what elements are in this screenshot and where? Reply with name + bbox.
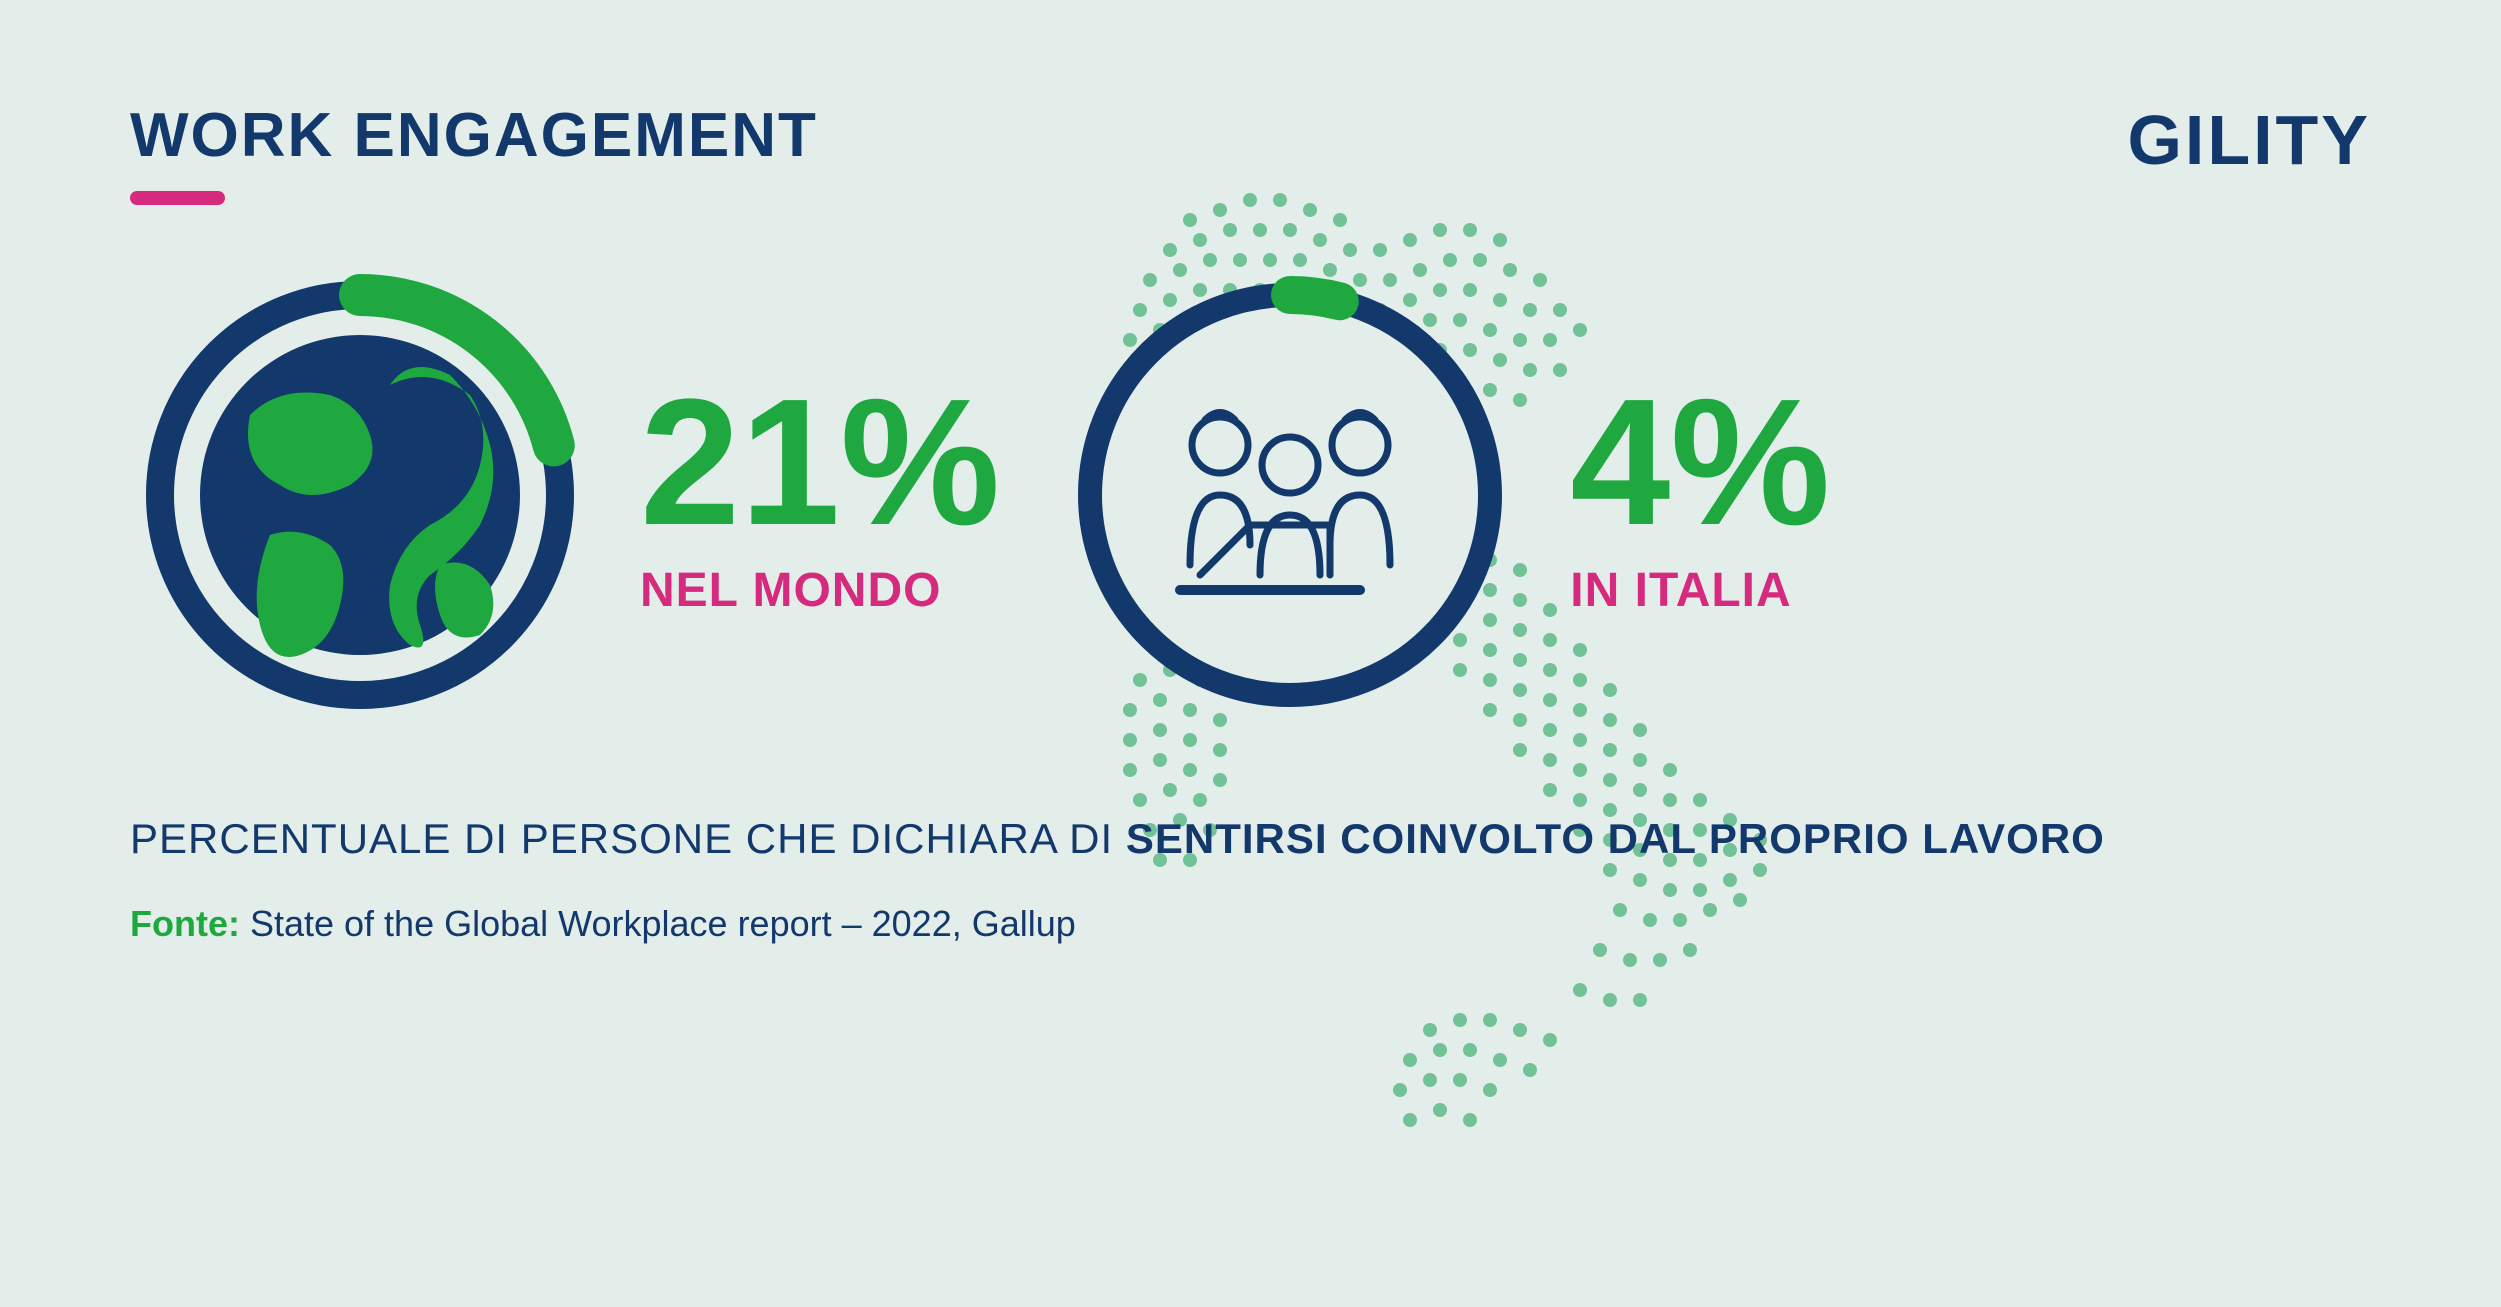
italy-percent-value: 4%	[1570, 373, 1830, 553]
italy-progress-ring	[1060, 265, 1520, 725]
world-label: NEL MONDO	[640, 563, 1000, 618]
italy-label: IN ITALIA	[1570, 563, 1830, 618]
description-bold: SENTIRSI COINVOLTO DAL PROPRIO LAVORO	[1126, 815, 2105, 862]
page-title: WORK ENGAGEMENT	[130, 100, 818, 171]
title-underline	[130, 191, 225, 205]
world-stat-block: 21% NEL MONDO	[130, 265, 1000, 725]
world-progress-ring	[130, 265, 590, 725]
source-text: State of the Global Workplace report – 2…	[240, 903, 1076, 944]
source-label: Fonte:	[130, 903, 240, 944]
world-percent-value: 21%	[640, 373, 1000, 553]
description-prefix: PERCENTUALE DI PERSONE CHE DICHIARA DI	[130, 815, 1126, 862]
italy-stat-block: 4% IN ITALIA	[1060, 265, 1830, 725]
source-line: Fonte: State of the Global Workplace rep…	[130, 903, 2371, 945]
brand-logo: GILITY	[2127, 100, 2371, 180]
description-text: PERCENTUALE DI PERSONE CHE DICHIARA DI S…	[130, 815, 2371, 863]
